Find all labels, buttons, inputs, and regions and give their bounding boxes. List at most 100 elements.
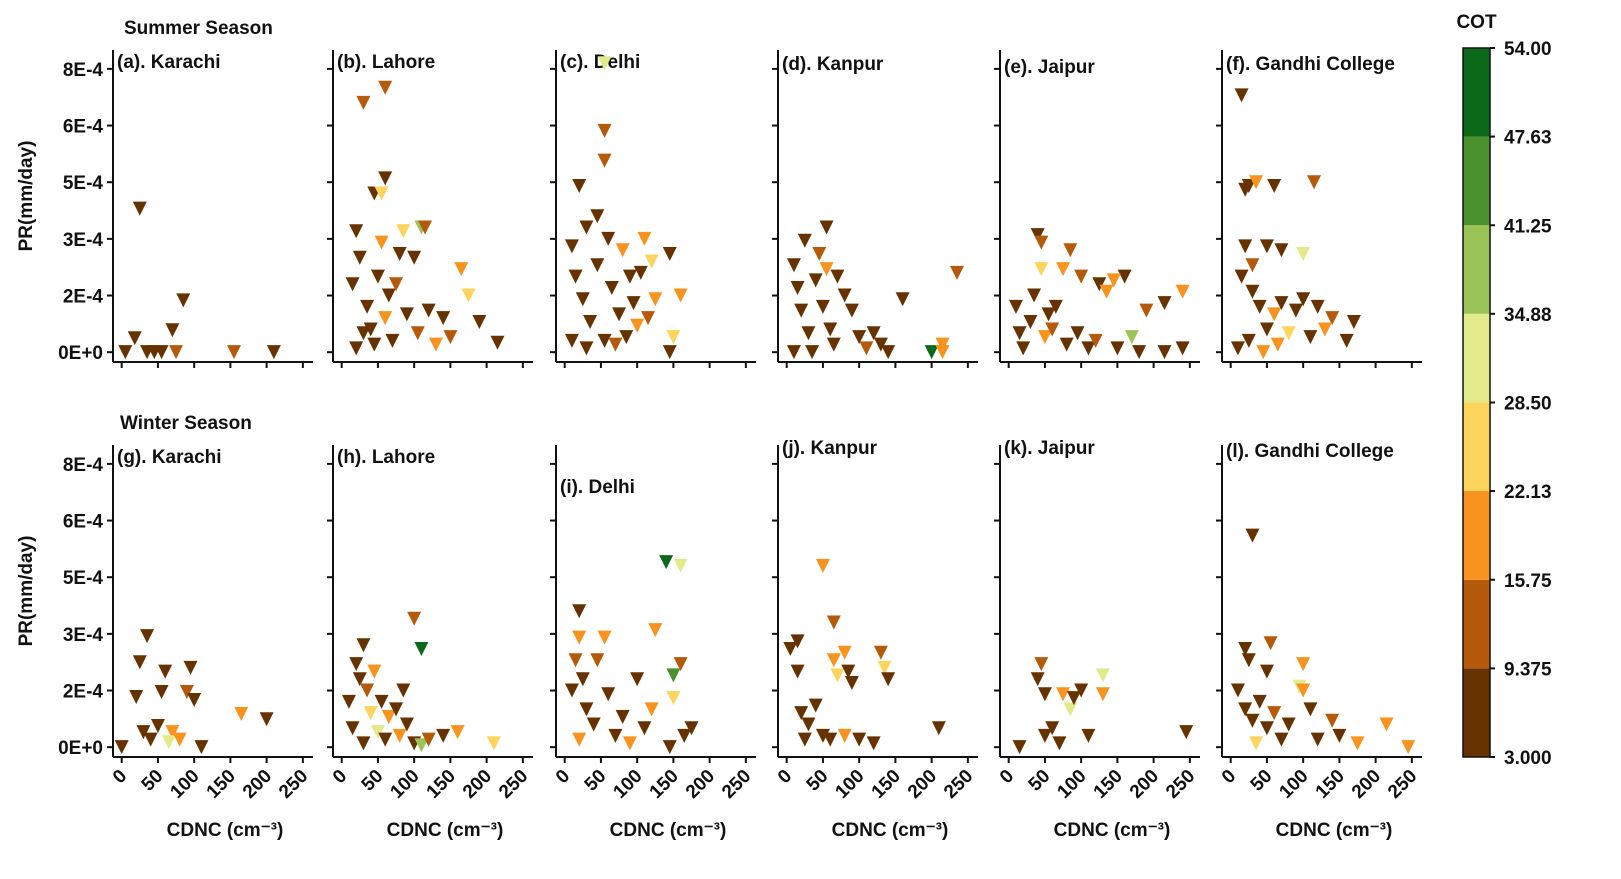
point <box>1245 713 1260 728</box>
point <box>1027 288 1042 303</box>
point <box>1052 736 1067 751</box>
point <box>356 736 371 751</box>
point <box>1012 326 1027 341</box>
point <box>1267 178 1282 193</box>
point <box>1157 296 1172 311</box>
point <box>1267 706 1282 721</box>
point <box>615 709 630 724</box>
point <box>662 246 677 261</box>
panel-title: (c). Delhi <box>560 52 640 73</box>
point <box>1074 683 1089 698</box>
point <box>436 311 451 326</box>
point <box>659 555 674 570</box>
point <box>1270 337 1285 352</box>
point <box>1234 88 1249 103</box>
point <box>590 653 605 668</box>
point <box>644 254 659 269</box>
point <box>1281 717 1296 732</box>
point <box>1259 721 1274 736</box>
point <box>187 692 202 707</box>
point <box>597 333 612 348</box>
point <box>169 345 184 360</box>
point <box>1179 725 1194 740</box>
colorbar-tick-label: 3.000 <box>1504 748 1552 769</box>
point <box>633 265 648 280</box>
point <box>356 326 371 341</box>
point <box>1310 732 1325 747</box>
panel-title: (b). Lahore <box>337 52 435 73</box>
point <box>666 330 681 345</box>
point <box>575 672 590 687</box>
point <box>1045 322 1060 337</box>
point <box>1041 307 1056 322</box>
point <box>783 641 798 656</box>
colorbar-bin <box>1463 136 1490 226</box>
x-tick-label: 100 <box>1053 766 1090 803</box>
point <box>1259 322 1274 337</box>
point <box>852 732 867 747</box>
point <box>666 668 681 683</box>
x-tick-label: 150 <box>868 766 905 803</box>
x-tick-label: 0 <box>996 766 1018 788</box>
colorbar-tick-label: 22.13 <box>1504 482 1552 503</box>
point <box>1157 345 1172 360</box>
y-tick-label: 8E-4 <box>63 60 104 81</box>
point <box>1175 341 1190 356</box>
point <box>1095 687 1110 702</box>
point <box>1288 303 1303 318</box>
x-tick-label: 150 <box>1090 766 1127 803</box>
x-tick-label: 0 <box>552 766 574 788</box>
point <box>579 341 594 356</box>
point <box>381 288 396 303</box>
x-tick-label: 200 <box>1126 766 1163 803</box>
colorbar-tick-label: 47.63 <box>1504 128 1552 149</box>
point <box>407 611 422 626</box>
point <box>1325 713 1340 728</box>
y-tick-label: 8E-4 <box>63 455 104 476</box>
x-tick-label: 250 <box>718 766 755 803</box>
point <box>367 337 382 352</box>
point <box>797 233 812 248</box>
point <box>454 262 469 277</box>
point <box>837 728 852 743</box>
point <box>790 280 805 295</box>
point <box>1063 702 1078 717</box>
point <box>360 299 375 314</box>
point <box>1175 284 1190 299</box>
y-tick-label: 0E+0 <box>58 738 103 759</box>
colorbar-tick-label: 9.375 <box>1504 659 1552 680</box>
point <box>641 311 656 326</box>
x-tick-label: 250 <box>1162 766 1199 803</box>
point <box>662 345 677 360</box>
point <box>564 239 579 254</box>
point <box>1034 262 1049 277</box>
point <box>841 664 856 679</box>
point <box>1230 341 1245 356</box>
point <box>1110 341 1125 356</box>
point <box>572 732 587 747</box>
point <box>1274 243 1289 258</box>
point <box>1249 175 1264 190</box>
point <box>801 326 816 341</box>
point <box>443 330 458 345</box>
x-tick-label: 50 <box>803 766 833 796</box>
point <box>648 292 663 307</box>
point <box>414 738 429 753</box>
point <box>1008 299 1023 314</box>
y-axis-label: PR(mm/day) <box>16 141 37 252</box>
point <box>583 314 598 329</box>
point <box>1325 311 1340 326</box>
panel-title: (k). Jaipur <box>1004 438 1095 459</box>
point <box>1117 269 1132 284</box>
point <box>410 326 425 341</box>
point <box>374 186 389 201</box>
point <box>601 231 616 246</box>
point <box>1081 728 1096 743</box>
point <box>1059 337 1074 352</box>
point <box>568 269 583 284</box>
